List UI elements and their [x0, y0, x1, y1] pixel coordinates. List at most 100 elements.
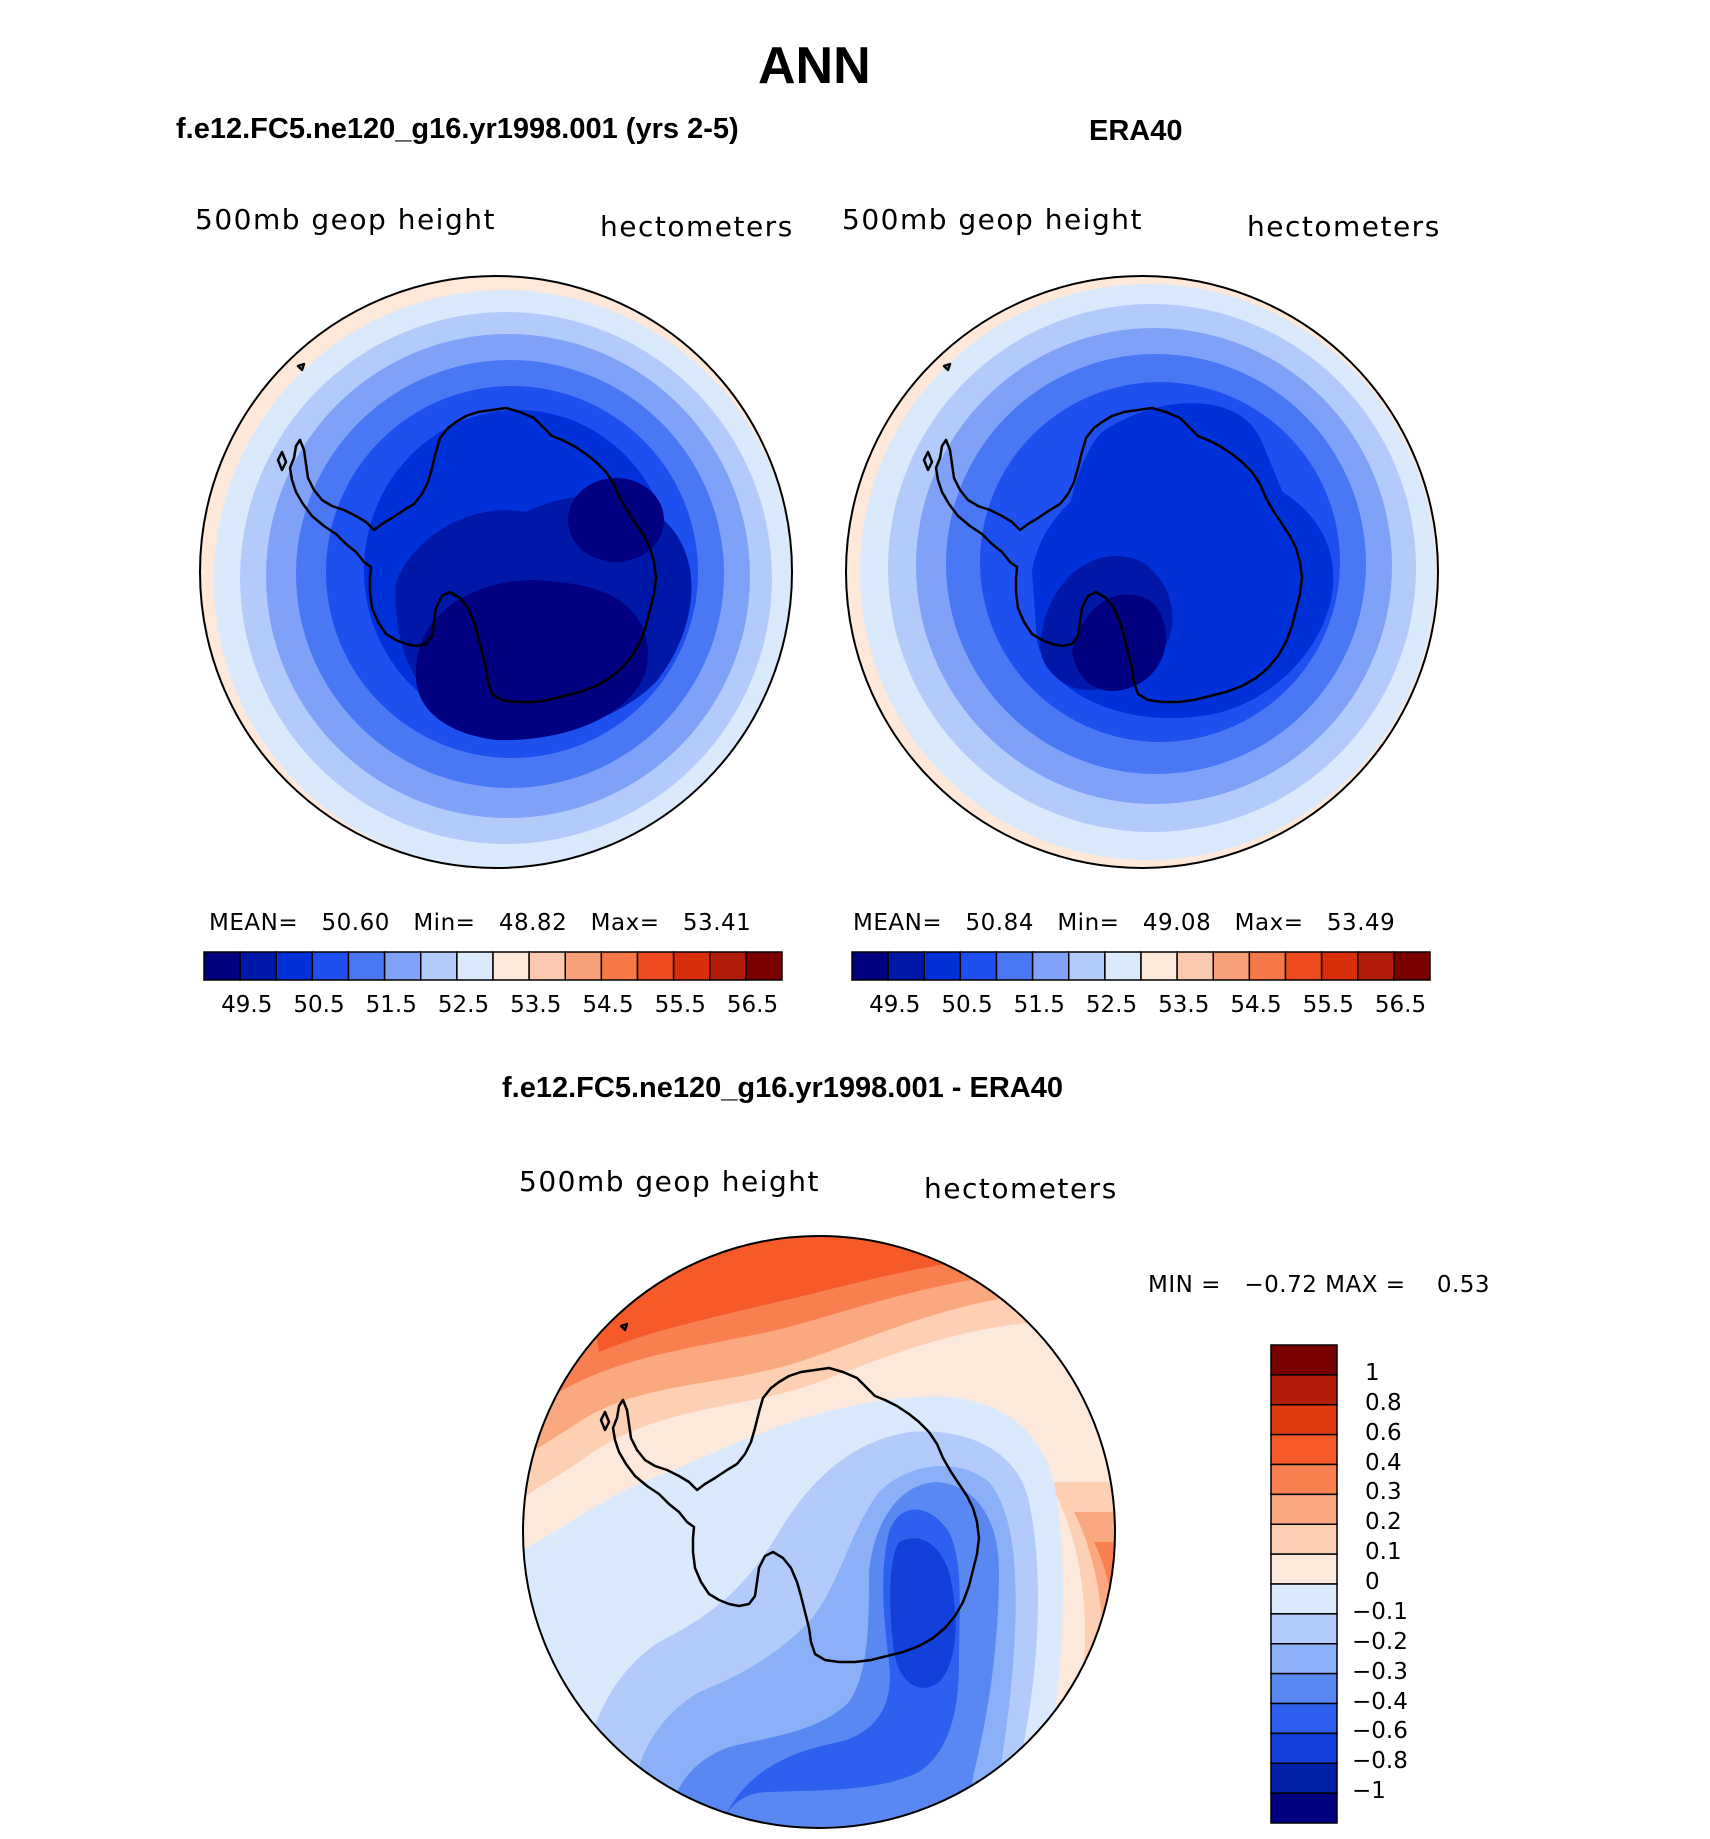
colorbar-tick-label: 51.5	[365, 992, 417, 1018]
diff-units-label: hectometers	[924, 1172, 1118, 1205]
colorbar-tick-label: 55.5	[1302, 992, 1354, 1018]
colorbar-swatch	[1270, 1672, 1338, 1705]
colorbar-swatch	[311, 951, 350, 981]
colorbar-swatch	[1270, 1643, 1338, 1675]
colorbar-swatch	[1212, 951, 1251, 981]
colorbar-swatch	[1270, 1344, 1338, 1376]
colorbar-tick-label: 0.1	[1365, 1539, 1402, 1566]
colorbar-swatch	[745, 951, 783, 981]
diff-max-label: MAX =	[1325, 1272, 1406, 1298]
obs-mean-label: MEAN=	[853, 910, 943, 936]
model-max-label: Max=	[590, 910, 660, 936]
diff-max-value: 0.53	[1436, 1272, 1491, 1298]
colorbar-swatch	[239, 951, 277, 981]
model-min-label: Min=	[413, 910, 476, 936]
colorbar-swatch	[1270, 1792, 1338, 1824]
obs-max-label: Max=	[1234, 910, 1304, 936]
colorbar-swatch	[1270, 1583, 1338, 1615]
colorbar-tick-label: 49.5	[221, 992, 273, 1018]
model-variable-label: 500mb geop height	[195, 203, 496, 236]
obs-panel-heading: ERA40	[1089, 115, 1183, 147]
diff-colorbar-ticks: 1 0.8 0.6 0.4 0.3 0.2 0.1 0 −0.1 −0.2 −0.3 −0.4 −0.6…	[1352, 1344, 1432, 1824]
colorbar-tick-label: 54.5	[1230, 992, 1282, 1018]
colorbar-swatch	[1357, 951, 1395, 981]
colorbar-swatch	[1284, 951, 1323, 981]
colorbar-swatch	[203, 951, 241, 981]
colorbar-tick-label: 0.4	[1365, 1449, 1402, 1476]
colorbar-swatch	[1031, 951, 1070, 981]
colorbar-tick-label: −1	[1352, 1778, 1386, 1805]
obs-variable-label: 500mb geop height	[842, 203, 1143, 236]
model-antarctica-coastline	[276, 362, 658, 704]
colorbar-tick-label: 56.5	[726, 992, 779, 1018]
colorbar-tick-label: 0.8	[1365, 1389, 1402, 1416]
diff-colorbar	[1270, 1344, 1338, 1824]
colorbar-swatch	[1270, 1613, 1338, 1645]
colorbar-tick-label: −0.8	[1352, 1748, 1408, 1775]
colorbar-swatch	[923, 951, 962, 981]
colorbar-tick-label: 53.5	[1158, 992, 1210, 1018]
colorbar-swatch	[959, 951, 998, 981]
model-polar-map	[199, 275, 793, 869]
model-stats: MEAN= 50.60 Min= 48.82 Max= 53.41	[209, 910, 751, 936]
colorbar-swatch	[1270, 1732, 1338, 1764]
colorbar-tick-label: −0.4	[1352, 1688, 1408, 1715]
colorbar-swatch	[420, 951, 458, 981]
model-min-value: 48.82	[498, 910, 568, 936]
colorbar-tick-label: 50.5	[293, 992, 345, 1018]
obs-colorbar-ticks: 49.5 50.5 51.5 52.5 53.5 54.5 55.5 56.5	[852, 992, 1430, 1022]
colorbar-swatch	[528, 951, 566, 981]
colorbar-tick-label: 55.5	[654, 992, 706, 1018]
colorbar-tick-label: 52.5	[1085, 992, 1138, 1018]
colorbar-swatch	[1176, 951, 1214, 981]
colorbar-swatch	[1270, 1762, 1338, 1794]
diff-min-value: −0.72	[1244, 1272, 1318, 1298]
colorbar-swatch	[1320, 951, 1359, 981]
colorbar-swatch	[1068, 951, 1106, 981]
colorbar-swatch	[1270, 1404, 1338, 1436]
diff-antarctica-coastline	[599, 1322, 981, 1664]
model-colorbar	[203, 951, 783, 981]
colorbar-swatch	[1270, 1523, 1338, 1555]
obs-mean-value: 50.84	[965, 910, 1034, 936]
model-mean-label: MEAN=	[209, 910, 299, 936]
diff-variable-label: 500mb geop height	[519, 1165, 820, 1198]
colorbar-swatch	[456, 951, 494, 981]
colorbar-tick-label: 0.3	[1365, 1479, 1402, 1506]
colorbar-tick-label: 50.5	[941, 992, 993, 1018]
colorbar-tick-label: 52.5	[437, 992, 490, 1018]
colorbar-swatch	[600, 951, 639, 981]
colorbar-tick-label: −0.3	[1352, 1658, 1408, 1685]
colorbar-swatch	[383, 951, 422, 981]
colorbar-tick-label: 51.5	[1013, 992, 1065, 1018]
colorbar-swatch	[1393, 951, 1431, 981]
colorbar-swatch	[1270, 1702, 1338, 1735]
colorbar-swatch	[995, 951, 1034, 981]
model-colorbar-ticks: 49.5 50.5 51.5 52.5 53.5 54.5 55.5 56.5	[204, 992, 782, 1022]
obs-min-label: Min=	[1057, 910, 1120, 936]
model-max-value: 53.41	[682, 910, 752, 936]
colorbar-tick-label: 0.6	[1365, 1419, 1402, 1446]
colorbar-swatch	[672, 951, 711, 981]
colorbar-tick-label: 1	[1365, 1359, 1380, 1386]
obs-colorbar	[851, 951, 1431, 981]
model-panel-heading: f.e12.FC5.ne120_g16.yr1998.001 (yrs 2-5)	[176, 113, 739, 145]
colorbar-tick-label: −0.1	[1352, 1598, 1408, 1625]
obs-stats: MEAN= 50.84 Min= 49.08 Max= 53.49	[853, 910, 1395, 936]
obs-polar-map	[845, 275, 1439, 869]
colorbar-swatch	[1248, 951, 1287, 981]
colorbar-tick-label: 49.5	[869, 992, 921, 1018]
colorbar-swatch	[1140, 951, 1178, 981]
colorbar-swatch	[492, 951, 530, 981]
model-units-label: hectometers	[600, 210, 794, 243]
diff-stats: MIN = −0.72 MAX = 0.53	[1148, 1272, 1490, 1298]
colorbar-swatch	[1104, 951, 1142, 981]
colorbar-tick-label: −0.2	[1352, 1628, 1408, 1655]
colorbar-swatch	[347, 951, 386, 981]
colorbar-swatch	[1270, 1553, 1338, 1585]
figure-title: ANN	[758, 37, 871, 95]
colorbar-tick-label: 0	[1365, 1569, 1380, 1595]
obs-antarctica-coastline	[922, 362, 1304, 704]
colorbar-swatch	[1270, 1463, 1338, 1496]
colorbar-swatch	[887, 951, 925, 981]
